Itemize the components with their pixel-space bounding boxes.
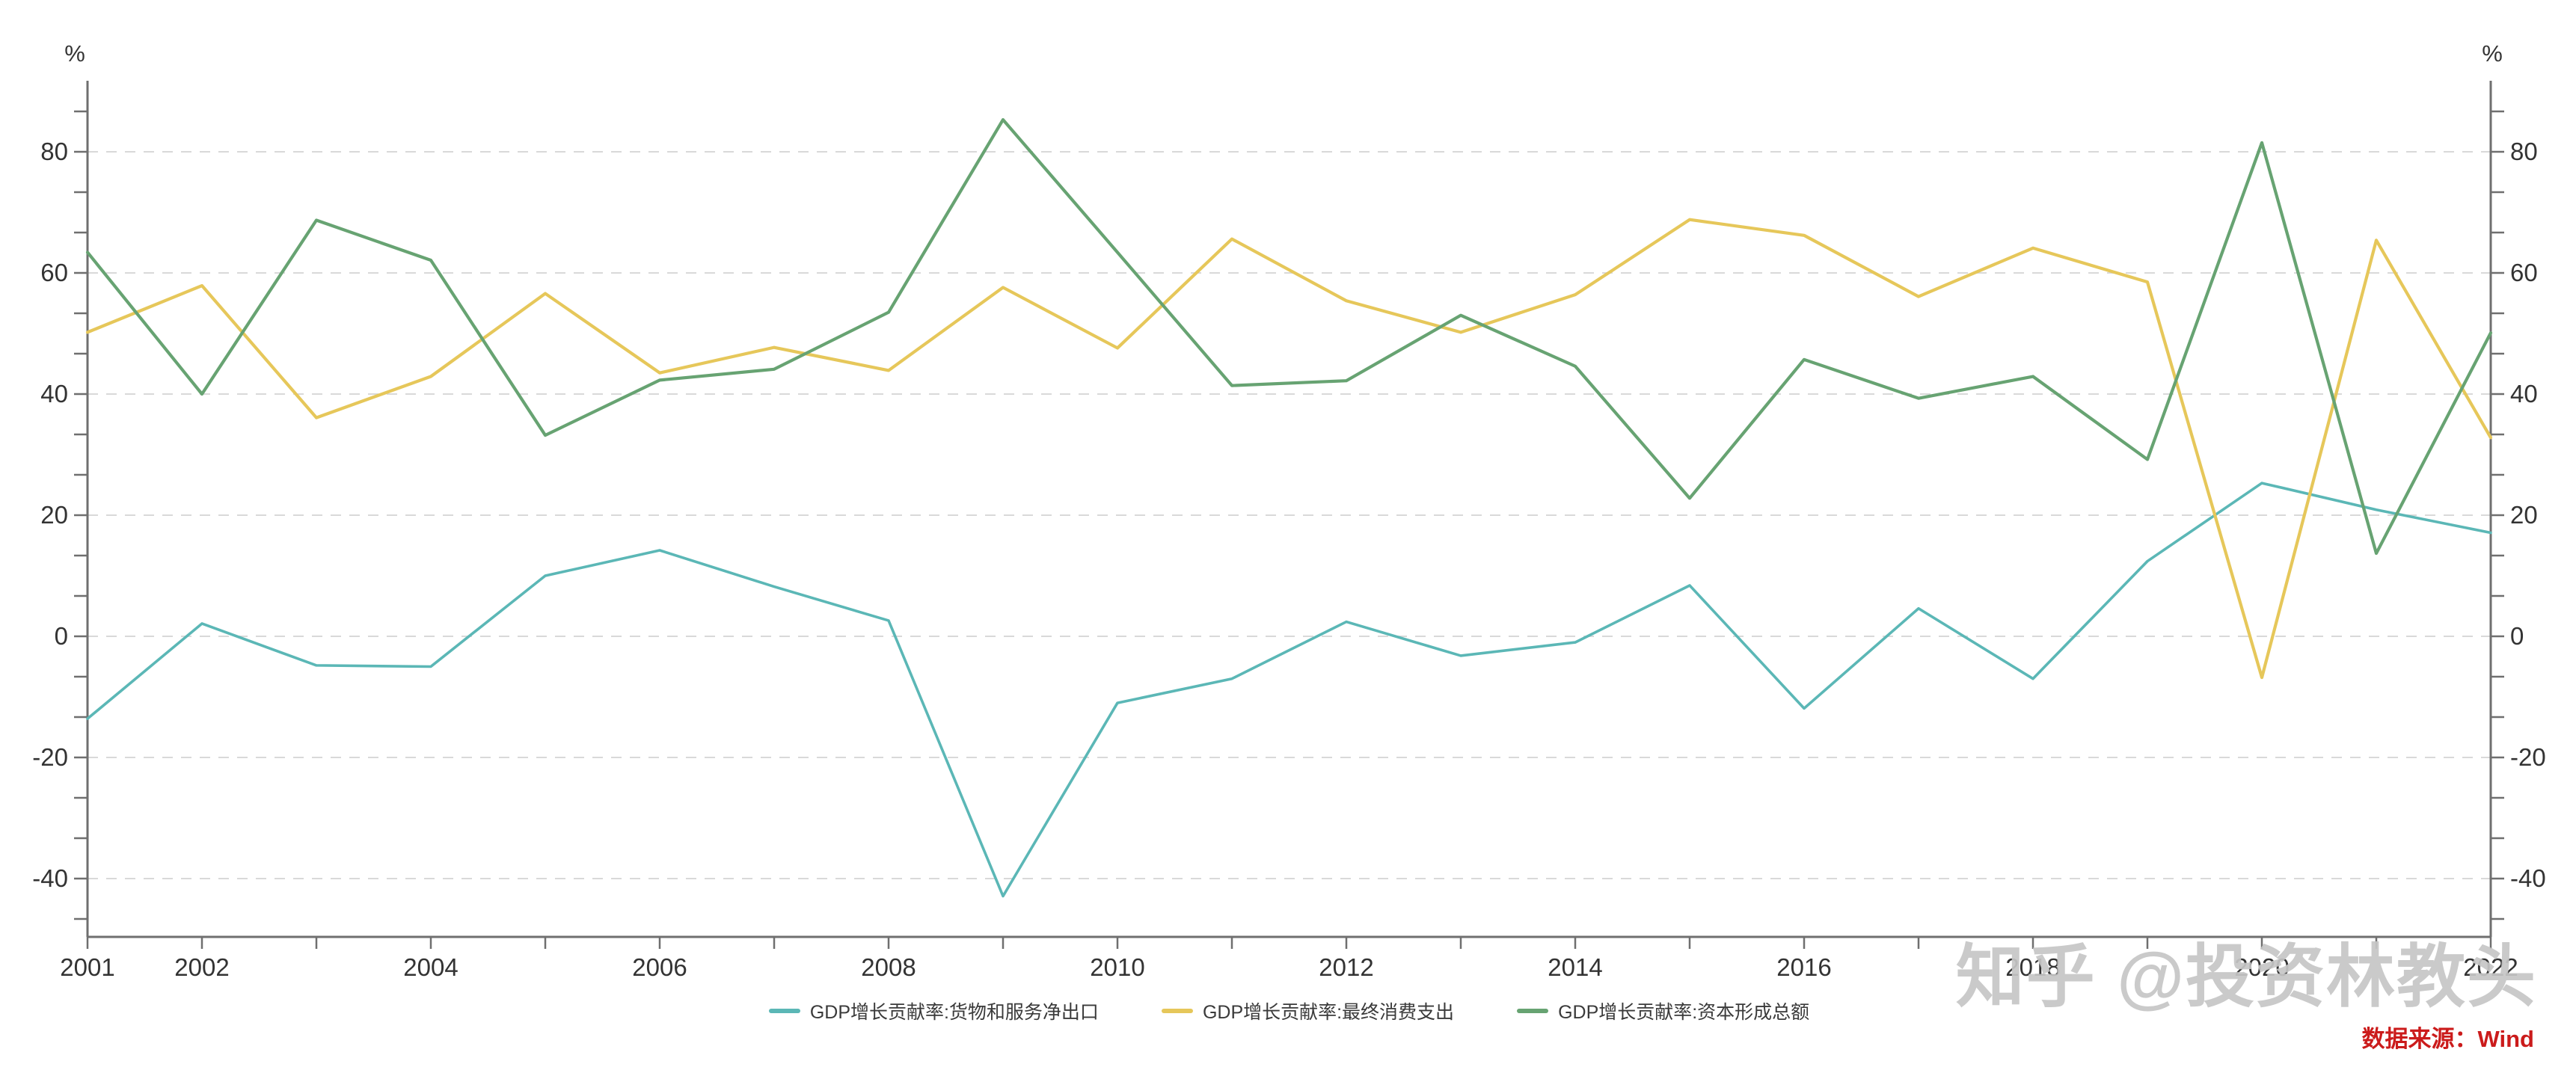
x-axis-label-2016: 2016: [1776, 953, 1831, 981]
y-axis-label-right-0: 0: [2510, 622, 2524, 650]
chart-legend: GDP增长贡献率:货物和服务净出口 GDP增长贡献率:最终消费支出 GDP增长贡…: [88, 997, 2491, 1024]
y-axis-label-right-80: 80: [2510, 138, 2538, 165]
y-axis-label-left-80: 80: [40, 138, 68, 165]
x-axis-label-2001: 2001: [60, 953, 114, 981]
legend-item-consumption: GDP增长贡献率:最终消费支出: [1161, 997, 1455, 1024]
zhihu-watermark: 知乎 @投资林教头: [1955, 939, 2537, 1015]
legend-item-net-exports: GDP增长贡献率:货物和服务净出口: [768, 997, 1099, 1024]
y-axis-unit-left: %: [64, 40, 85, 67]
data-source-note: 数据来源：Wind: [2361, 1026, 2534, 1052]
legend-label-capital-formation: GDP增长贡献率:资本形成总额: [1558, 1002, 1810, 1023]
y-axis-label-right--20: -20: [2510, 743, 2546, 771]
x-axis-label-2020: 2020: [2234, 953, 2289, 981]
x-axis-label-2014: 2014: [1548, 953, 1602, 981]
legend-label-net-exports: GDP增长贡献率:货物和服务净出口: [809, 1002, 1099, 1023]
x-axis-label-2012: 2012: [1319, 953, 1373, 981]
y-axis-label-left--40: -40: [32, 864, 68, 892]
x-axis-label-2008: 2008: [861, 953, 916, 981]
y-axis-unit-right: %: [2482, 40, 2503, 67]
x-axis-label-2006: 2006: [632, 953, 687, 981]
y-axis-label-left-40: 40: [40, 380, 68, 408]
y-axis-label-right-20: 20: [2510, 501, 2538, 529]
y-axis-label-left-0: 0: [55, 622, 68, 650]
series-line-capital-formation: [85, 117, 2493, 556]
legend-item-capital-formation: GDP增长贡献率:资本形成总额: [1517, 997, 1809, 1024]
consumption-line-swatch-icon: [1161, 1009, 1193, 1013]
y-axis-label-left-60: 60: [40, 259, 68, 286]
x-axis-label-2010: 2010: [1090, 953, 1144, 981]
x-axis-label-2004: 2004: [403, 953, 458, 981]
x-axis-label-2022: 2022: [2463, 953, 2518, 981]
y-axis-label-right--40: -40: [2510, 864, 2546, 892]
x-axis-label-2002: 2002: [174, 953, 229, 981]
y-axis-label-left--20: -20: [32, 743, 68, 771]
series-line-net-exports: [86, 482, 2492, 898]
y-axis-label-right-40: 40: [2510, 380, 2538, 408]
y-axis-label-left-20: 20: [40, 501, 68, 529]
y-axis-label-right-60: 60: [2510, 259, 2538, 286]
net-exports-line-swatch-icon: [768, 1009, 800, 1013]
legend-label-consumption: GDP增长贡献率:最终消费支出: [1202, 1002, 1455, 1023]
x-axis-label-2018: 2018: [2005, 953, 2060, 981]
capital-formation-line-swatch-icon: [1517, 1009, 1549, 1013]
series-line-consumption: [85, 218, 2493, 680]
